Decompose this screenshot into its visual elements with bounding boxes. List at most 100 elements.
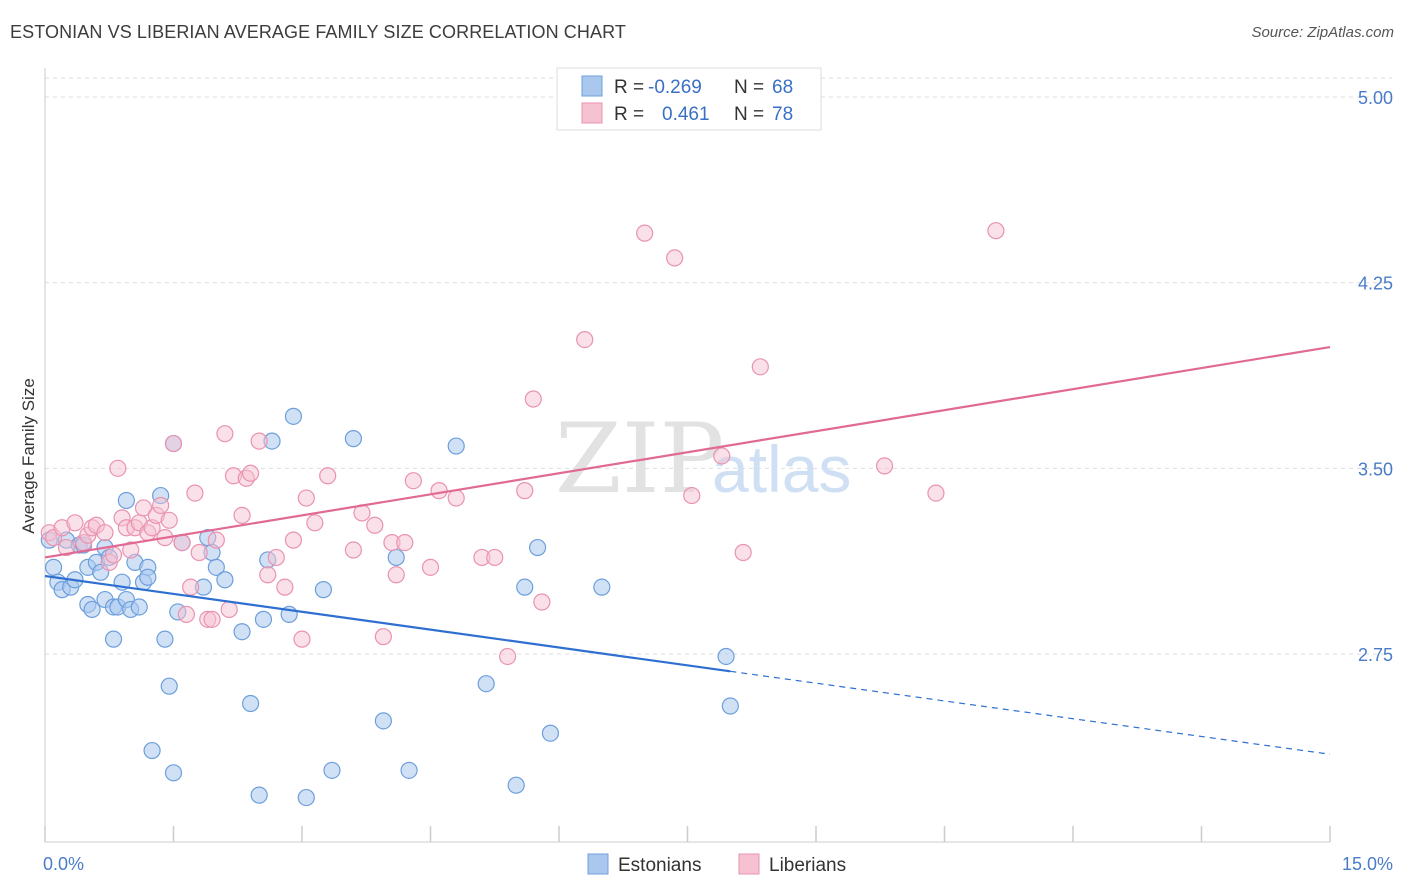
liberian-point: [524, 390, 542, 408]
legend-n-value-2: 78: [772, 104, 793, 125]
liberians-points: [40, 222, 1005, 666]
estonian-point: [44, 558, 63, 576]
liberian-point: [160, 511, 178, 529]
liberian-point: [164, 434, 183, 453]
series-legend: Estonians Liberians: [587, 853, 846, 876]
correlation-legend: R = -0.269 N = 68 R = 0.461 N = 78: [556, 67, 822, 131]
grid-lines: [45, 77, 1392, 655]
legend-r-label-1: R =: [614, 77, 644, 98]
bottom-legend-swatch-liberians: [738, 853, 760, 875]
liberian-point: [216, 425, 234, 443]
liberian-point: [152, 496, 170, 515]
estonian-point: [528, 538, 547, 557]
bottom-legend-swatch-estonians: [587, 853, 609, 875]
liberian-point: [486, 548, 504, 567]
legend-swatch-estonians: [581, 75, 603, 97]
liberian-point: [267, 548, 285, 567]
liberian-point: [987, 222, 1005, 240]
estonian-point: [83, 600, 101, 619]
estonian-point: [164, 764, 183, 782]
bottom-legend-estonians: Estonians: [618, 855, 701, 876]
liberian-point: [207, 531, 225, 549]
estonian-point: [541, 724, 560, 742]
trend-lines: [44, 345, 1331, 755]
liberian-point: [293, 630, 311, 648]
liberian-point: [96, 524, 114, 542]
liberian-point: [220, 600, 238, 619]
estonian-point: [156, 630, 174, 648]
estonian-point: [254, 610, 273, 628]
liberian-point: [259, 566, 277, 584]
estonian-point: [104, 630, 123, 648]
estonian-point: [207, 558, 225, 576]
estonian-point: [516, 578, 534, 596]
estonian-point: [139, 568, 157, 586]
source-credit: Source: ZipAtlas.com: [1251, 24, 1394, 41]
legend-n-label-1: N =: [734, 77, 764, 98]
estonian-point: [507, 776, 525, 794]
liberians-trend-line: [44, 345, 1331, 559]
liberian-point: [242, 464, 260, 482]
legend-r-value-1: -0.269: [648, 77, 702, 98]
liberian-point: [404, 472, 422, 490]
liberian-point: [683, 486, 701, 505]
y-axis-title: Average Family Size: [19, 378, 38, 534]
liberian-point: [387, 566, 405, 584]
liberian-point: [533, 593, 551, 611]
estonians-trend-line: [44, 574, 731, 673]
x-tick-labels: 0.0% 15.0%: [43, 854, 1393, 874]
liberian-point: [875, 457, 894, 475]
axes: [44, 68, 1331, 843]
estonian-point: [323, 761, 341, 779]
estonian-point: [344, 430, 362, 448]
liberian-point: [250, 432, 268, 450]
legend-swatch-liberians: [581, 102, 603, 124]
liberian-point: [57, 538, 76, 557]
liberian-point: [109, 459, 127, 477]
liberian-point: [751, 358, 769, 376]
liberian-point: [104, 546, 123, 564]
legend-r-value-2: 0.461: [662, 104, 710, 125]
liberian-point: [516, 482, 534, 500]
estonian-point: [242, 694, 260, 713]
estonian-point: [314, 581, 333, 599]
estonian-point: [721, 697, 739, 715]
y-tick-label: 3.50: [1358, 459, 1393, 479]
estonian-point: [216, 571, 234, 589]
legend-n-value-1: 68: [772, 77, 793, 98]
liberian-point: [666, 249, 684, 267]
chart-title: ESTONIAN VS LIBERIAN AVERAGE FAMILY SIZE…: [10, 22, 626, 42]
estonian-point: [447, 437, 465, 455]
estonian-point: [250, 786, 268, 804]
x-tick-label-max: 15.0%: [1342, 854, 1393, 874]
liberian-point: [233, 506, 251, 524]
liberian-point: [499, 647, 517, 666]
estonian-point: [400, 761, 418, 779]
estonian-point: [160, 677, 178, 695]
liberian-point: [927, 484, 945, 502]
liberian-point: [134, 499, 153, 517]
liberian-point: [203, 610, 221, 628]
estonian-point: [593, 578, 611, 596]
watermark-atlas: atlas: [712, 432, 851, 506]
liberian-point: [284, 531, 303, 549]
estonian-point: [143, 741, 161, 760]
liberian-point: [374, 628, 392, 646]
liberian-point: [734, 543, 752, 562]
y-tick-label: 4.25: [1358, 274, 1393, 294]
liberian-point: [713, 447, 731, 465]
liberian-point: [576, 331, 594, 349]
x-tick-label-min: 0.0%: [43, 854, 84, 874]
liberian-point: [366, 516, 384, 534]
liberian-point: [344, 541, 362, 559]
liberian-point: [182, 578, 200, 596]
legend-r-label-2: R =: [614, 104, 644, 125]
estonian-point: [233, 623, 251, 641]
liberian-point: [421, 558, 440, 576]
legend-n-label-2: N =: [734, 104, 764, 125]
liberian-point: [396, 533, 414, 552]
liberian-point: [306, 514, 324, 532]
estonian-point: [477, 675, 495, 693]
liberian-point: [66, 514, 84, 532]
